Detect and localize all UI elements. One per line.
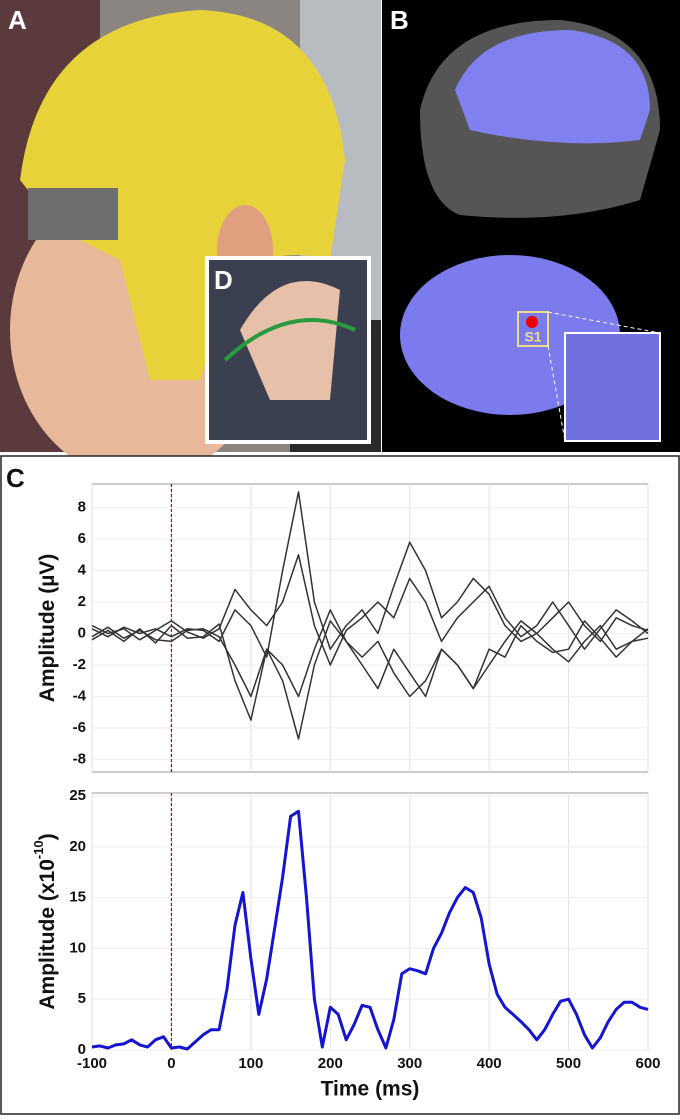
- x-tick-label: -100: [77, 1055, 107, 1072]
- y-tick-label: -8: [73, 750, 86, 767]
- x-tick-label: 100: [238, 1055, 263, 1072]
- y-tick-label: 15: [69, 889, 86, 906]
- x-tick-label: 600: [635, 1055, 660, 1072]
- data-line: [91, 809, 649, 1051]
- y-axis-label-sup: -10: [31, 840, 46, 859]
- panel-label: D: [214, 265, 233, 295]
- y-tick-label: 0: [78, 1041, 86, 1058]
- data-line: [91, 609, 649, 698]
- panel-label: B: [390, 5, 409, 35]
- x-tick-label: 0: [167, 1055, 175, 1072]
- plot-area: [91, 483, 649, 773]
- x-axis-label: Time (ms): [321, 1078, 420, 1101]
- x-tick-label: 300: [397, 1055, 422, 1072]
- y-tick-label: 5: [78, 990, 86, 1007]
- y-tick-label: -2: [73, 656, 86, 673]
- y-axis-label-text: Amplitude (µV): [36, 554, 59, 703]
- y-axis-label: Amplitude (x10-10): [31, 833, 58, 1009]
- y-tick-label: 10: [69, 939, 86, 956]
- s1-label: S1: [524, 329, 541, 345]
- y-tick-label: -4: [73, 687, 87, 704]
- y-tick-label: 25: [69, 787, 86, 804]
- y-tick-label: 20: [69, 838, 86, 855]
- y-tick-label: 0: [78, 624, 86, 641]
- y-tick-label: 8: [78, 499, 86, 516]
- y-tick-label: 2: [78, 593, 86, 610]
- y-tick-label: -6: [73, 719, 86, 736]
- x-tick-label: 500: [556, 1055, 581, 1072]
- photo-a: [0, 0, 381, 480]
- panel-label: A: [8, 5, 27, 35]
- y-axis-label: Amplitude (µV): [36, 554, 59, 703]
- x-tick-label: 400: [477, 1055, 502, 1072]
- panel-label: C: [6, 463, 25, 493]
- y-tick-label: 4: [78, 562, 87, 579]
- photo-d: [205, 256, 371, 444]
- x-tick-label: 200: [318, 1055, 343, 1072]
- y-axis-label-end: ): [36, 833, 59, 840]
- y-tick-label: 6: [78, 530, 86, 547]
- data-line: [91, 554, 649, 666]
- photo-b: [382, 0, 680, 452]
- y-axis-label-text: Amplitude (x10: [36, 859, 59, 1010]
